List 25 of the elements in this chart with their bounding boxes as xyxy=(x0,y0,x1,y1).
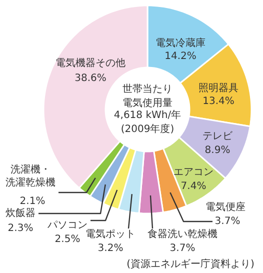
slice-label: エアコン xyxy=(174,167,214,178)
text: 4,618 kWh/年 (2009年度) xyxy=(114,109,182,135)
slice-label: 照明器具 xyxy=(198,83,238,94)
slice-label: 洗濯機・洗濯乾燥機 xyxy=(6,163,56,189)
slice-label: テレビ xyxy=(202,131,234,142)
data-label: 2.5% xyxy=(54,234,80,245)
slice-label: 炊飯器 xyxy=(6,207,36,219)
slice-label: 電気ポット xyxy=(86,229,136,240)
slice-label: 電気便座 xyxy=(206,201,246,213)
data-label: 7.4% xyxy=(180,181,206,192)
data-label: 2.1% xyxy=(20,196,46,207)
slice-label: 電気冷蔵庫 xyxy=(156,37,206,49)
data-label: 3.7% xyxy=(214,216,240,227)
data-label: 3.2% xyxy=(98,243,124,254)
text: 世帯当たり電気使用量 xyxy=(122,83,172,109)
data-label: 3.7% xyxy=(170,243,196,254)
data-label: 2.3% xyxy=(8,223,34,234)
data-label: 13.4% xyxy=(202,96,234,107)
data-label: 8.9% xyxy=(204,145,230,156)
data-label: 14.2% xyxy=(164,51,196,62)
slice-label: 電気機器その他 xyxy=(56,57,126,69)
text: (資源エネルギー庁資料より) xyxy=(126,258,254,270)
slice-label: 食器洗い乾燥機 xyxy=(148,228,218,240)
slice-label: パソコン xyxy=(46,220,88,231)
data-label: 38.6% xyxy=(74,73,106,84)
